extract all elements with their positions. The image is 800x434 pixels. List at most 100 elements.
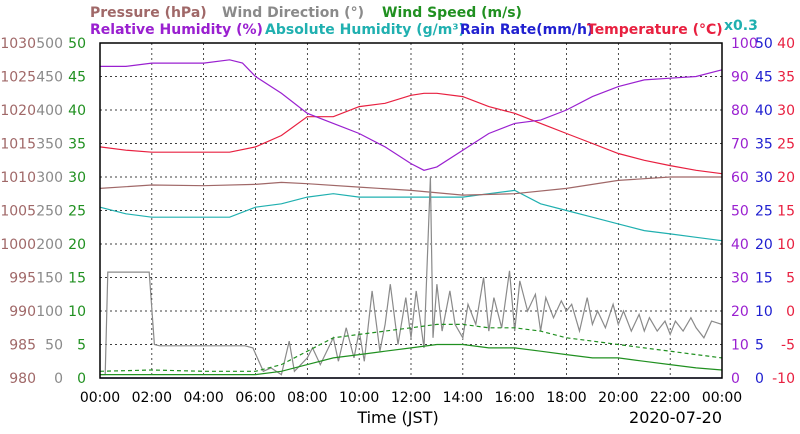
y-tick-wind-direction: 200	[36, 237, 63, 253]
y-tick-wind-direction: 250	[36, 204, 63, 220]
legend-rain-rate: Rain Rate(mm/h)	[460, 22, 593, 38]
y-tick-humidity: 50	[731, 204, 749, 220]
y-tick-humidity: 60	[731, 170, 749, 186]
y-tick-pressure: 1015	[0, 137, 36, 153]
y-tick-wind-speed: 30	[68, 170, 86, 186]
y-tick-pressure: 985	[9, 338, 36, 354]
y-tick-pressure: 1025	[0, 70, 36, 86]
y-tick-temperature: 0	[786, 304, 795, 320]
series-line	[100, 343, 723, 376]
abs-humidity-scale-label: x0.3	[724, 18, 758, 34]
x-axis-label: Time (JST)	[356, 408, 438, 427]
x-tick-label: 00:00	[80, 390, 120, 406]
series-line	[99, 189, 723, 242]
y-tick-temperature: 25	[777, 137, 795, 153]
y-tick-rain-rate: 10	[755, 304, 773, 320]
x-tick-label: 00:00	[702, 390, 742, 406]
y-tick-rain-rate: 0	[755, 371, 764, 387]
x-tick-label: 22:00	[650, 390, 690, 406]
y-tick-wind-direction: 0	[54, 371, 63, 387]
y-tick-temperature: -10	[772, 371, 795, 387]
y-tick-humidity: 30	[731, 271, 749, 287]
grid	[100, 43, 722, 378]
legend-wind-speed: Wind Speed (m/s)	[382, 5, 522, 21]
y-tick-wind-speed: 10	[68, 304, 86, 320]
legend-temperature: Temperature (°C)	[587, 22, 723, 38]
y-tick-wind-direction: 150	[36, 271, 63, 287]
axes-group: 00:00 02:00 04:00 06:00 08:00 10:00 12:00 14:00…	[0, 36, 795, 406]
series-line	[100, 59, 723, 171]
y-tick-rain-rate: 15	[755, 271, 773, 287]
x-tick-label: 02:00	[132, 390, 172, 406]
chart-date: 2020-07-20	[629, 408, 722, 427]
y-tick-pressure: 980	[9, 371, 36, 387]
y-tick-rain-rate: 50	[755, 36, 773, 52]
y-tick-wind-direction: 400	[36, 103, 63, 119]
x-tick-label: 16:00	[494, 390, 534, 406]
y-tick-rain-rate: 40	[755, 103, 773, 119]
y-tick-temperature: 10	[777, 237, 795, 253]
series-line	[100, 176, 723, 376]
series-line	[99, 323, 723, 372]
y-tick-wind-direction: 450	[36, 70, 63, 86]
series-line	[99, 176, 722, 196]
legend-relative-humidity: Relative Humidity (%)	[90, 22, 263, 38]
y-tick-humidity: 70	[731, 137, 749, 153]
y-tick-pressure: 1030	[0, 36, 36, 52]
y-tick-wind-direction: 50	[45, 338, 63, 354]
y-tick-wind-speed: 50	[68, 36, 86, 52]
x-tick-label: 10:00	[339, 390, 379, 406]
x-tick-label: 06:00	[235, 390, 275, 406]
x-tick-label: 18:00	[546, 390, 586, 406]
y-tick-wind-speed: 25	[68, 204, 86, 220]
legend-wind-direction: Wind Direction (°)	[222, 5, 364, 21]
y-tick-humidity: 80	[731, 103, 749, 119]
y-tick-wind-direction: 100	[36, 304, 63, 320]
plot-frame	[99, 42, 723, 379]
y-tick-pressure: 1000	[0, 237, 36, 253]
legend-pressure: Pressure (hPa)	[90, 5, 207, 21]
y-tick-temperature: 40	[777, 36, 795, 52]
y-tick-wind-speed: 0	[77, 371, 86, 387]
y-tick-rain-rate: 25	[755, 204, 773, 220]
y-tick-wind-direction: 500	[36, 36, 63, 52]
y-tick-temperature: 30	[777, 103, 795, 119]
series-line	[99, 92, 723, 175]
y-tick-wind-speed: 20	[68, 237, 86, 253]
y-tick-humidity: 10	[731, 338, 749, 354]
y-tick-temperature: 5	[786, 271, 795, 287]
y-tick-temperature: -5	[781, 338, 795, 354]
y-tick-humidity: 0	[731, 371, 740, 387]
y-tick-temperature: 15	[777, 204, 795, 220]
x-tick-label: 14:00	[443, 390, 483, 406]
y-tick-wind-speed: 5	[77, 338, 86, 354]
y-tick-temperature: 35	[777, 70, 795, 86]
y-tick-temperature: 20	[777, 170, 795, 186]
y-tick-humidity: 20	[731, 304, 749, 320]
y-tick-pressure: 990	[9, 304, 36, 320]
y-tick-wind-direction: 300	[36, 170, 63, 186]
x-tick-label: 20:00	[598, 390, 638, 406]
y-tick-wind-speed: 15	[68, 271, 86, 287]
y-tick-pressure: 995	[9, 271, 36, 287]
y-tick-humidity: 90	[731, 70, 749, 86]
x-tick-label: 08:00	[287, 390, 327, 406]
y-tick-humidity: 40	[731, 237, 749, 253]
y-tick-pressure: 1010	[0, 170, 36, 186]
y-tick-pressure: 1020	[0, 103, 36, 119]
y-tick-pressure: 1005	[0, 204, 36, 220]
y-tick-rain-rate: 30	[755, 170, 773, 186]
y-tick-humidity: 100	[731, 36, 758, 52]
legend-absolute-humidity: Absolute Humidity (g/m³)	[265, 22, 465, 38]
y-tick-wind-speed: 35	[68, 137, 86, 153]
y-tick-rain-rate: 20	[755, 237, 773, 253]
y-tick-rain-rate: 35	[755, 137, 773, 153]
y-tick-wind-direction: 350	[36, 137, 63, 153]
x-tick-label: 04:00	[183, 390, 223, 406]
x-tick-label: 12:00	[391, 390, 431, 406]
y-tick-wind-speed: 40	[68, 103, 86, 119]
y-tick-rain-rate: 5	[755, 338, 764, 354]
y-tick-rain-rate: 45	[755, 70, 773, 86]
y-tick-wind-speed: 45	[68, 70, 86, 86]
